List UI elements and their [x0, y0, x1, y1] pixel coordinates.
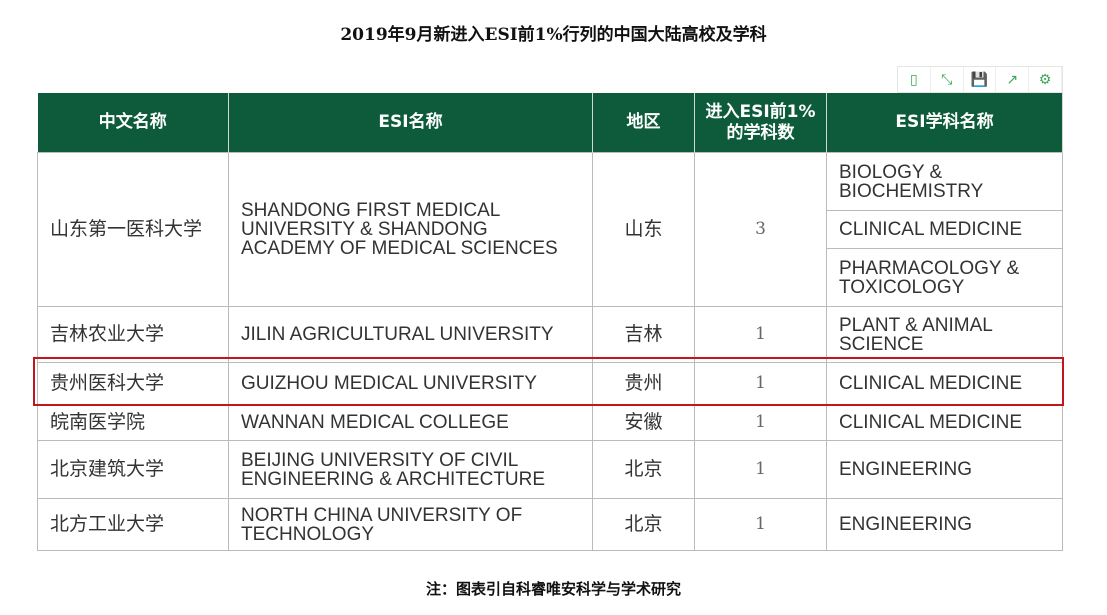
data-table: 中文名称 ESI名称 地区 进入ESI前1%的学科数 ESI学科名称 山东第一医…	[37, 93, 1063, 551]
chart-toolbar: ▯ ⤡ 💾 ↗ ⚙	[897, 66, 1063, 93]
header-region: 地区	[592, 93, 695, 153]
table-row: 山东第一医科大学 SHANDONG FIRST MEDICAL UNIVERSIT…	[37, 152, 1063, 307]
table-row: 贵州医科大学 GUIZHOU MEDICAL UNIVERSITY 贵州 1 CLINI…	[37, 362, 1063, 405]
cell-subject: ENGINEERING	[826, 440, 1063, 499]
cell-esi-name: SHANDONG FIRST MEDICAL UNIVERSITY & SHAN…	[228, 152, 593, 307]
cell-subject: BIOLOGY & BIOCHEMISTRY	[826, 152, 1063, 211]
cell-region: 北京	[592, 498, 695, 551]
cell-cn-name: 山东第一医科大学	[37, 152, 229, 307]
table-row: CLINICAL MEDICINE	[38, 210, 1063, 249]
table-row: 北方工业大学 NORTH CHINA UNIVERSITY OF TECHNOLO…	[37, 498, 1063, 551]
cell-subject: CLINICAL MEDICINE	[826, 210, 1063, 249]
cell-count: 1	[694, 306, 827, 363]
tablet-icon[interactable]: ▯	[898, 67, 931, 92]
cell-cn-name: 北方工业大学	[37, 498, 229, 551]
cell-cn-name: 北京建筑大学	[37, 440, 229, 499]
cell-count: 1	[694, 404, 827, 441]
cell-esi-name: NORTH CHINA UNIVERSITY OF TECHNOLOGY	[228, 498, 593, 551]
cell-subject: CLINICAL MEDICINE	[826, 362, 1063, 405]
header-row: 中文名称 ESI名称 地区 进入ESI前1%的学科数 ESI学科名称	[37, 93, 1063, 153]
fullscreen-icon[interactable]: ⤡	[931, 67, 964, 92]
cell-region: 吉林	[592, 306, 695, 363]
cell-subject: PLANT & ANIMAL SCIENCE	[826, 306, 1063, 363]
cell-esi-name: JILIN AGRICULTURAL UNIVERSITY	[228, 306, 593, 363]
page-title: 2019年9月新进入ESI前1%行列的中国大陆高校及学科	[340, 25, 767, 45]
table-row: PHARMACOLOGY & TOXICOLOGY	[38, 248, 1063, 307]
cell-count: 3	[694, 152, 827, 307]
cell-cn-name: 皖南医学院	[37, 404, 229, 441]
table-row: 北京建筑大学 BEIJING UNIVERSITY OF CIVIL ENGINE…	[37, 440, 1063, 499]
cell-region: 贵州	[592, 362, 695, 405]
cell-subject: ENGINEERING	[826, 498, 1063, 551]
cell-region: 山东	[592, 152, 695, 307]
gear-icon[interactable]: ⚙	[1029, 67, 1062, 92]
header-subjects: ESI学科名称	[826, 93, 1063, 153]
cell-esi-name: WANNAN MEDICAL COLLEGE	[228, 404, 593, 441]
footnote: 注：图表引自科睿唯安科学与学术研究	[425, 580, 681, 598]
cell-region: 安徽	[592, 404, 695, 441]
cell-count: 1	[694, 440, 827, 499]
cell-count: 1	[694, 498, 827, 551]
cell-esi-name: GUIZHOU MEDICAL UNIVERSITY	[228, 362, 593, 405]
save-icon[interactable]: 💾	[964, 67, 997, 92]
share-icon[interactable]: ↗	[996, 67, 1030, 92]
cell-subject: PHARMACOLOGY & TOXICOLOGY	[826, 248, 1063, 307]
cell-count: 1	[694, 362, 827, 405]
cell-cn-name: 吉林农业大学	[37, 306, 229, 363]
header-count: 进入ESI前1%的学科数	[694, 93, 827, 153]
header-esi-name: ESI名称	[228, 93, 593, 153]
cell-cn-name: 贵州医科大学	[37, 362, 229, 405]
cell-subject: CLINICAL MEDICINE	[826, 404, 1063, 441]
cell-esi-name: BEIJING UNIVERSITY OF CIVIL ENGINEERING …	[228, 440, 593, 499]
table-row: 皖南医学院 WANNAN MEDICAL COLLEGE 安徽 1 CLINICAL M…	[37, 404, 1063, 441]
table-row: 吉林农业大学 JILIN AGRICULTURAL UNIVERSITY 吉林 1 PL…	[37, 306, 1063, 363]
cell-region: 北京	[592, 440, 695, 499]
header-cn-name: 中文名称	[37, 93, 229, 153]
